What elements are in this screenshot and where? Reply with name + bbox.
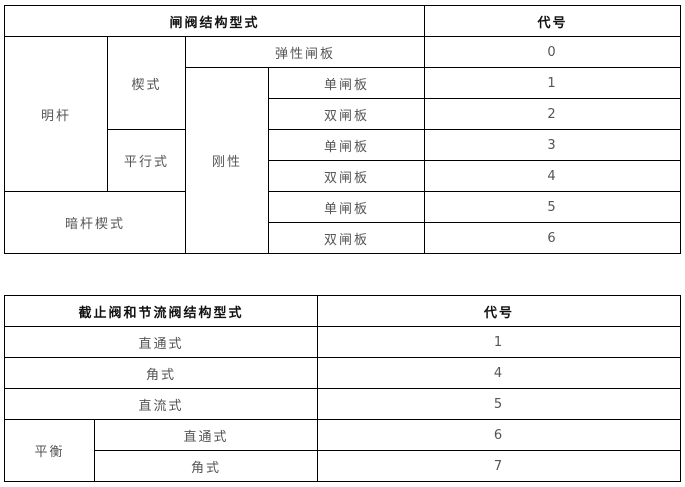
header-code: 代号: [317, 295, 682, 327]
code-cell: 4: [317, 357, 682, 389]
table-row: 角式 4: [3, 357, 682, 389]
elastic-gate-cell: 弹性闸板: [184, 36, 426, 68]
table-row: 平衡 直通式 6: [4, 419, 682, 482]
exposed-stem-cell: 明杆: [4, 36, 108, 192]
table-row: 刚性 单闸板 1: [5, 67, 682, 254]
code-cell: 1: [424, 67, 682, 99]
table-row: 双闸板 6: [5, 222, 682, 254]
single-gate-cell: 单闸板: [267, 191, 426, 223]
structure-cell: 直通式: [3, 326, 319, 358]
table-row: 直流式 5: [3, 388, 682, 420]
code-cell: 7: [317, 450, 682, 482]
structure-cell: 角式: [93, 450, 319, 482]
code-cell: 6: [317, 419, 682, 451]
table-row: 直通式 1: [3, 326, 682, 358]
globe-valve-structure-table: 截止阀和节流阀结构型式 代号 直通式 1 角式 4 直流式 5 平衡 直通式 6…: [3, 295, 682, 482]
table-row: 明杆 楔式 弹性闸板 0: [4, 36, 682, 192]
table-row: 平行式 单闸板 3: [5, 129, 682, 192]
table-row: 暗杆楔式 单闸板 5: [4, 191, 682, 254]
single-gate-cell: 单闸板: [267, 129, 426, 161]
code-cell: 6: [424, 222, 682, 254]
gate-valve-structure-table: 闸阀结构型式 代号 明杆 楔式 弹性闸板 0 刚性 单闸板 1 双闸板 2 平行…: [3, 5, 682, 254]
concealed-wedge-cell: 暗杆楔式: [4, 191, 186, 254]
table-header-row: 截止阀和节流阀结构型式 代号: [3, 295, 682, 327]
structure-cell: 直通式: [93, 419, 319, 451]
table-row: 角式 7: [5, 450, 682, 482]
code-cell: 5: [424, 191, 682, 223]
code-cell: 0: [424, 36, 682, 68]
code-cell: 2: [424, 98, 682, 130]
code-cell: 3: [424, 129, 682, 161]
table-header-row: 闸阀结构型式 代号: [3, 5, 682, 37]
header-structure: 截止阀和节流阀结构型式: [3, 295, 319, 327]
header-structure: 闸阀结构型式: [3, 5, 426, 37]
wedge-cell: 楔式: [107, 36, 186, 130]
balance-cell: 平衡: [4, 419, 95, 482]
double-gate-cell: 双闸板: [267, 98, 426, 130]
double-gate-cell: 双闸板: [267, 222, 426, 254]
code-cell: 5: [317, 388, 682, 420]
structure-cell: 直流式: [3, 388, 319, 420]
parallel-cell: 平行式: [107, 129, 186, 192]
header-code: 代号: [424, 5, 682, 37]
double-gate-cell: 双闸板: [267, 160, 426, 192]
rigid-cell: 刚性: [185, 67, 269, 254]
code-cell: 4: [424, 160, 682, 192]
code-cell: 1: [317, 326, 682, 358]
single-gate-cell: 单闸板: [267, 67, 426, 99]
structure-cell: 角式: [3, 357, 319, 389]
